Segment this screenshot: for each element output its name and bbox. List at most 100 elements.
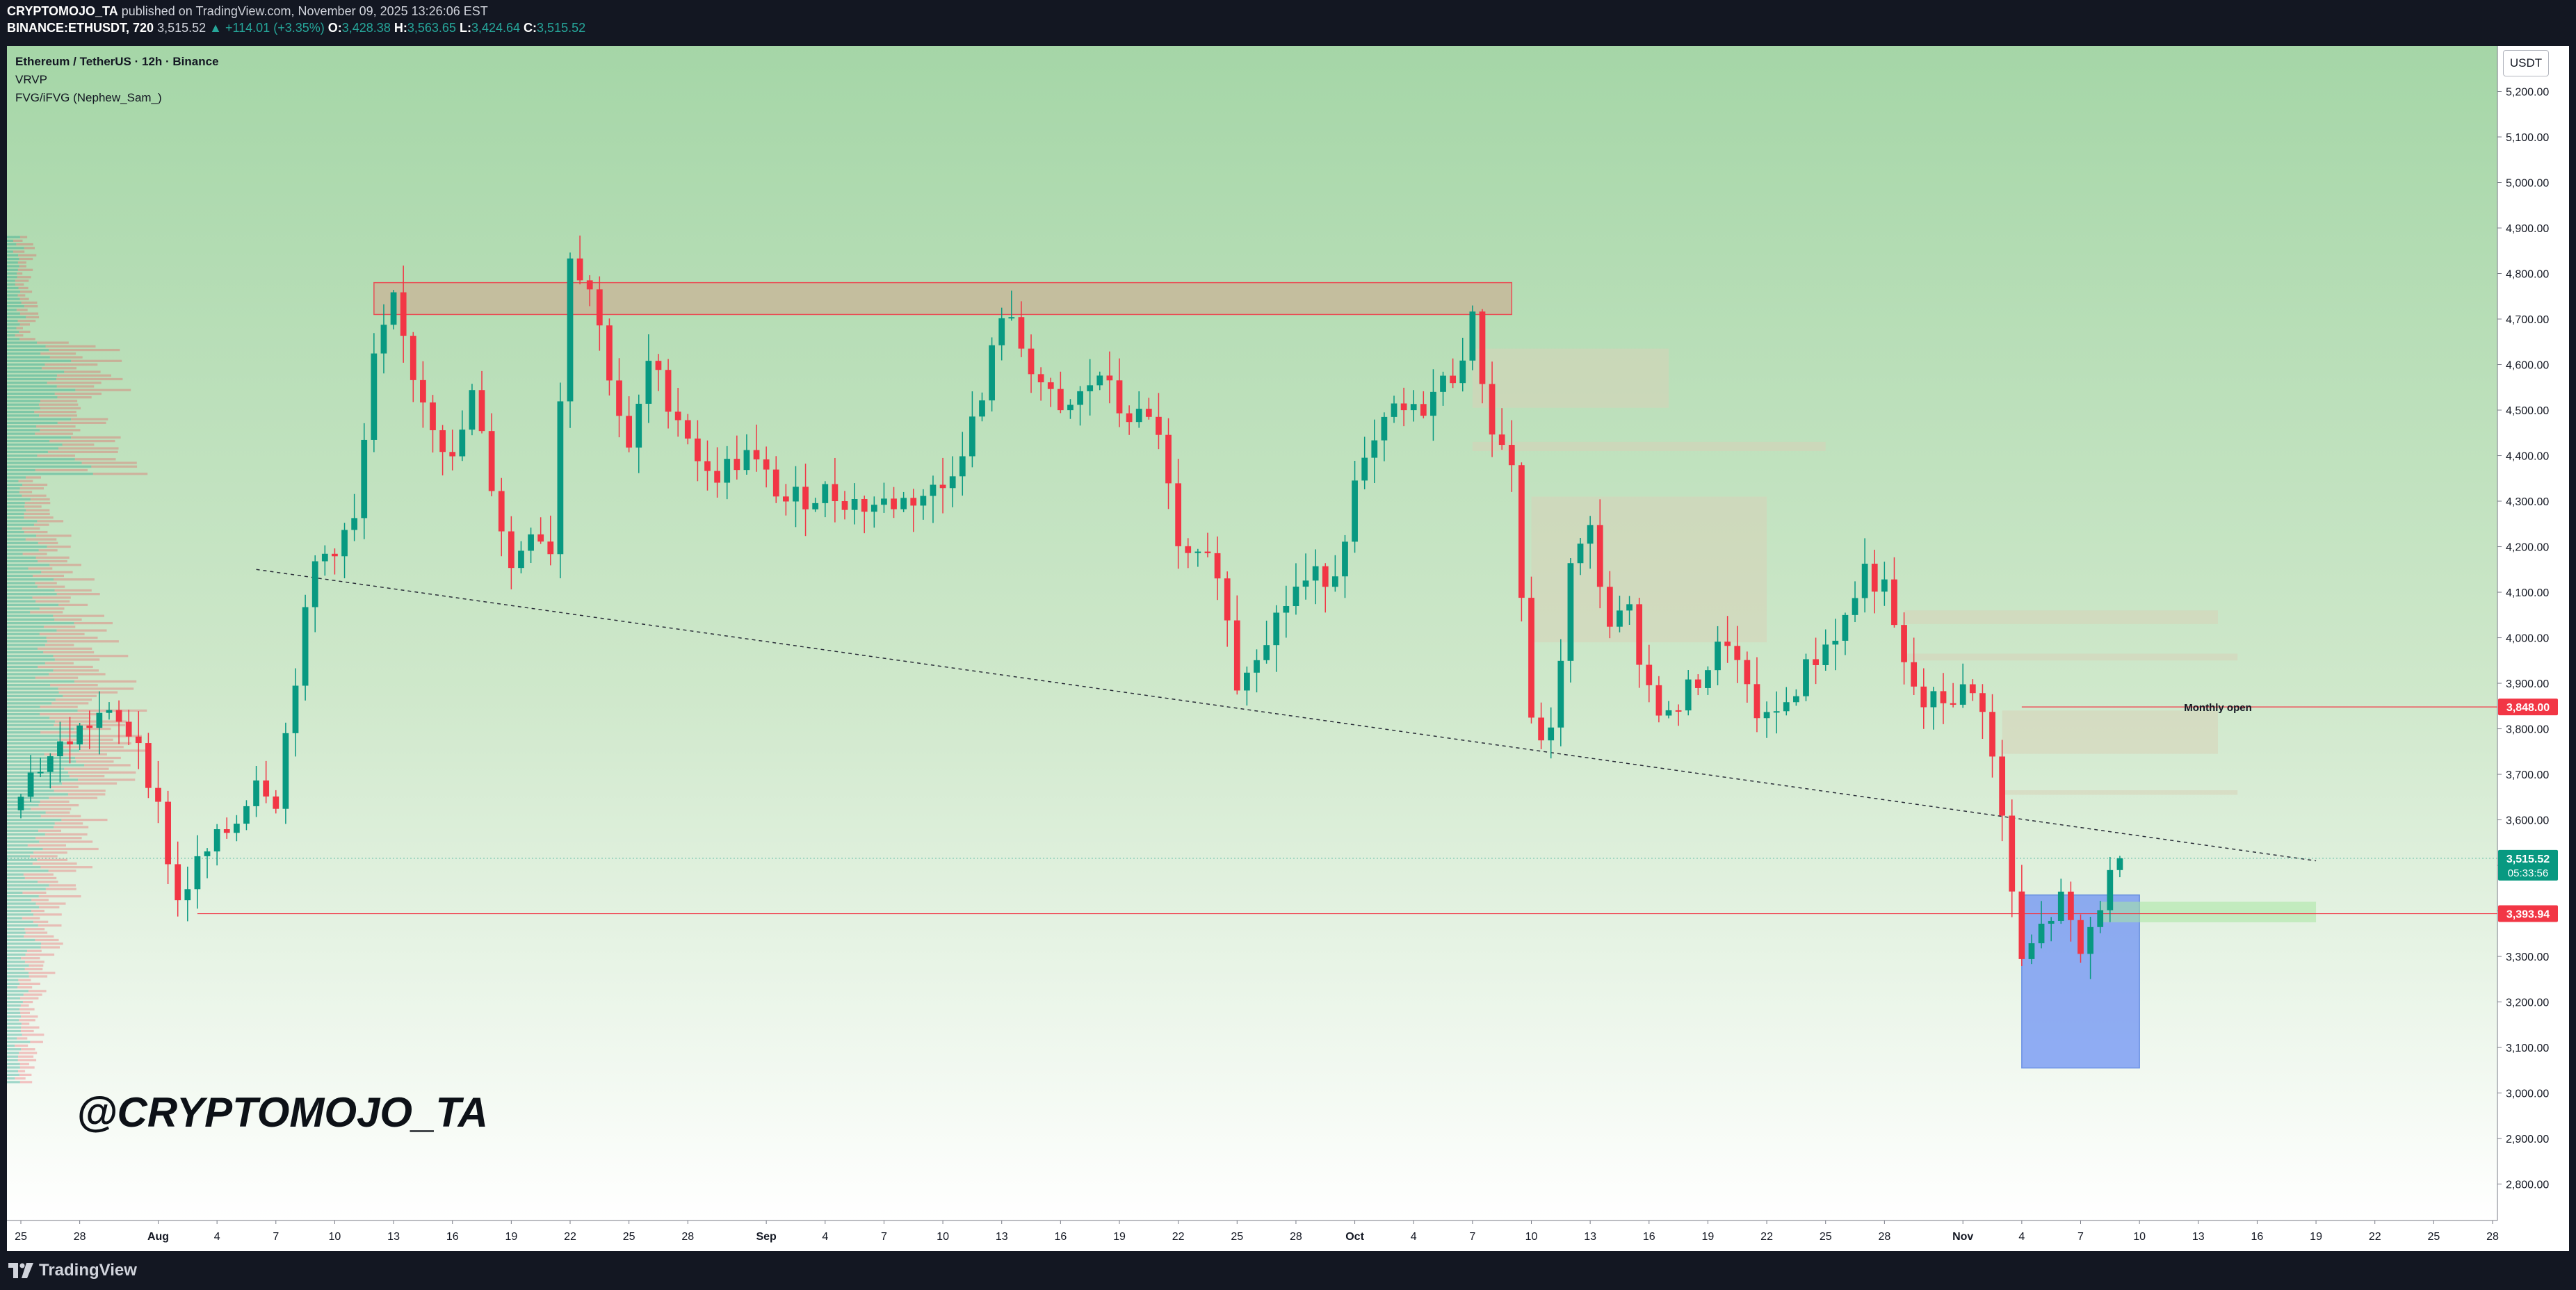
candle[interactable]: [96, 712, 103, 728]
candle[interactable]: [1204, 551, 1211, 553]
candle[interactable]: [1233, 620, 1240, 691]
candle[interactable]: [478, 390, 485, 432]
candle[interactable]: [1185, 546, 1192, 553]
candle[interactable]: [841, 501, 848, 510]
candle[interactable]: [1744, 660, 1751, 685]
candle[interactable]: [488, 431, 495, 491]
candle[interactable]: [135, 736, 142, 744]
candle[interactable]: [1969, 684, 1976, 694]
fvg-3[interactable]: [1531, 496, 1767, 643]
candle[interactable]: [204, 851, 211, 856]
candle[interactable]: [1636, 604, 1643, 665]
candle[interactable]: [1753, 684, 1760, 719]
candle[interactable]: [67, 741, 73, 745]
candle[interactable]: [596, 289, 603, 326]
tradingview-logo[interactable]: TradingView: [8, 1261, 137, 1280]
candle[interactable]: [930, 484, 937, 496]
supply-zone[interactable]: [373, 281, 1513, 316]
candle[interactable]: [655, 361, 662, 370]
candle[interactable]: [695, 438, 701, 462]
candle[interactable]: [1244, 672, 1250, 691]
candle[interactable]: [1538, 717, 1544, 741]
candle[interactable]: [1381, 416, 1388, 441]
candle[interactable]: [1479, 311, 1486, 384]
candle[interactable]: [1508, 445, 1515, 466]
candle[interactable]: [76, 725, 83, 745]
candle[interactable]: [586, 280, 593, 290]
candle[interactable]: [1420, 404, 1427, 416]
candle[interactable]: [949, 476, 956, 489]
candle[interactable]: [1822, 644, 1829, 665]
candle[interactable]: [1920, 686, 1927, 708]
fvg-6[interactable]: [2002, 710, 2218, 754]
candle[interactable]: [380, 325, 387, 354]
candle[interactable]: [1008, 317, 1015, 319]
candle[interactable]: [1106, 375, 1113, 381]
candle[interactable]: [115, 710, 122, 722]
candle[interactable]: [321, 553, 328, 562]
candle[interactable]: [1803, 659, 1809, 696]
candle[interactable]: [2048, 920, 2055, 924]
fvg-4[interactable]: [1904, 610, 2218, 624]
candle[interactable]: [302, 607, 309, 686]
candle[interactable]: [351, 518, 358, 530]
candle[interactable]: [724, 459, 731, 483]
fvg-5[interactable]: [1904, 653, 2238, 661]
candle[interactable]: [37, 771, 44, 774]
candle[interactable]: [665, 370, 672, 412]
candle[interactable]: [1047, 382, 1054, 389]
candle[interactable]: [1842, 614, 1849, 641]
candle[interactable]: [253, 780, 259, 806]
candle[interactable]: [1498, 434, 1505, 446]
candle[interactable]: [273, 796, 280, 809]
candle[interactable]: [106, 710, 113, 713]
candle[interactable]: [223, 829, 230, 833]
candle[interactable]: [1371, 440, 1378, 458]
candle[interactable]: [361, 439, 368, 519]
currency-badge[interactable]: USDT: [2503, 50, 2549, 76]
candle[interactable]: [910, 498, 917, 506]
candle[interactable]: [341, 530, 348, 557]
candle[interactable]: [1596, 525, 1603, 587]
candle[interactable]: [1763, 712, 1770, 719]
candle[interactable]: [1400, 403, 1407, 411]
price-chart[interactable]: Monthly open 2,800.00 2,900.00 3,000.00 3,1…: [7, 46, 2569, 1251]
candle[interactable]: [1871, 564, 1878, 592]
candle[interactable]: [881, 498, 887, 505]
time-axis[interactable]: 25 28 Aug 4 7 10 13 16 19 22 25 28 Sep 4 7 10 13 16 19 22 25…: [15, 1220, 2499, 1243]
candle[interactable]: [793, 487, 799, 502]
candle[interactable]: [1018, 317, 1025, 349]
candle[interactable]: [390, 292, 397, 325]
candle[interactable]: [528, 534, 534, 551]
candle[interactable]: [2009, 815, 2016, 892]
candle[interactable]: [1891, 579, 1897, 626]
candle[interactable]: [2107, 869, 2114, 911]
candle[interactable]: [1959, 684, 1966, 705]
candle[interactable]: [311, 561, 318, 607]
candle[interactable]: [469, 390, 476, 430]
candle[interactable]: [1459, 360, 1466, 384]
candle[interactable]: [1793, 696, 1799, 703]
candle[interactable]: [1087, 385, 1094, 391]
candle[interactable]: [1813, 659, 1819, 665]
candle[interactable]: [626, 416, 633, 448]
candle[interactable]: [1911, 662, 1918, 687]
candle[interactable]: [1352, 480, 1358, 542]
candle[interactable]: [1342, 541, 1348, 577]
candle[interactable]: [498, 491, 505, 532]
candle[interactable]: [2018, 891, 2025, 959]
candle[interactable]: [1548, 727, 1555, 741]
candle[interactable]: [184, 889, 191, 901]
candle[interactable]: [1665, 710, 1672, 716]
legend-vrvp[interactable]: VRVP: [15, 73, 47, 86]
candle[interactable]: [1773, 711, 1780, 713]
candle[interactable]: [518, 550, 524, 569]
candle[interactable]: [371, 353, 378, 440]
candle[interactable]: [508, 531, 515, 569]
candle[interactable]: [175, 864, 181, 901]
candle[interactable]: [2057, 891, 2064, 921]
candle[interactable]: [1567, 563, 1574, 661]
candle[interactable]: [1646, 664, 1653, 685]
candle[interactable]: [1312, 566, 1319, 581]
candle[interactable]: [1145, 409, 1152, 417]
